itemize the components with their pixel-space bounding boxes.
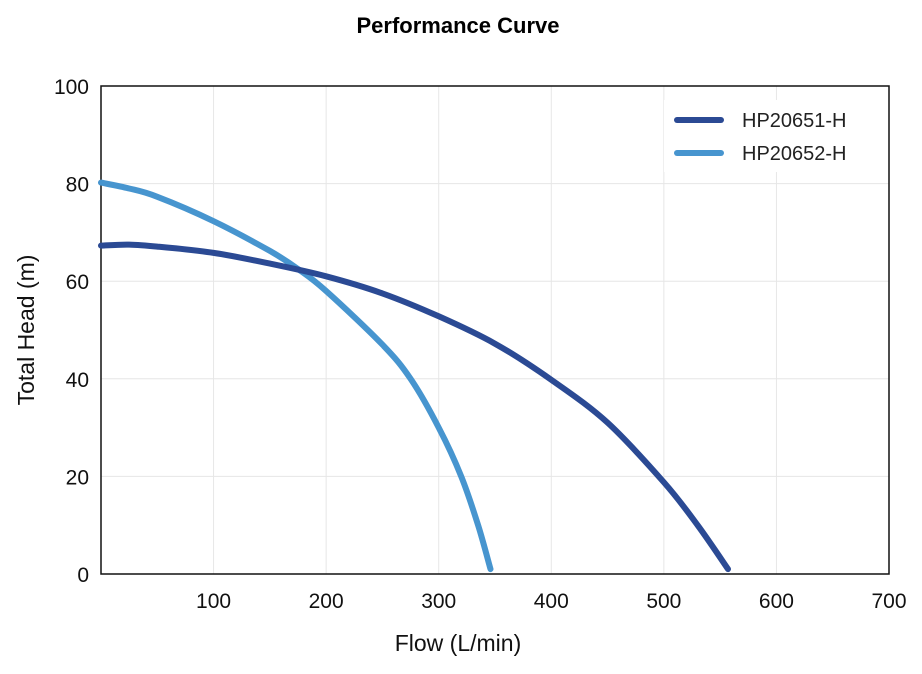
x-tick-label: 300 [421,590,456,613]
legend-background [664,100,886,172]
series-line-hp20652-h [98,179,494,573]
tick-labels: 100 200 300 400 500 600 700 0 20 40 60 80 100 [54,76,907,613]
y-tick-label: 20 [66,466,89,489]
plot-frame [100,85,890,575]
y-tick-label: 60 [66,271,89,294]
legend: HP20651-H HP20652-H [664,100,886,172]
chart-title: Performance Curve [357,13,560,38]
legend-label: HP20652-H [742,143,847,165]
x-tick-label: 500 [646,590,681,613]
series-lines [98,179,731,573]
y-tick-label: 0 [77,564,89,587]
y-tick-label: 100 [54,76,89,99]
x-tick-label: 100 [196,590,231,613]
y-axis-label: Total Head (m) [13,255,39,406]
series-line-hp20651-h [98,241,731,573]
y-tick-label: 80 [66,174,89,197]
x-tick-label: 400 [534,590,569,613]
legend-label: HP20651-H [742,110,847,132]
x-tick-label: 700 [871,590,906,613]
x-axis-label: Flow (L/min) [395,630,522,656]
y-tick-label: 40 [66,369,89,392]
x-tick-label: 200 [309,590,344,613]
x-tick-label: 600 [759,590,794,613]
